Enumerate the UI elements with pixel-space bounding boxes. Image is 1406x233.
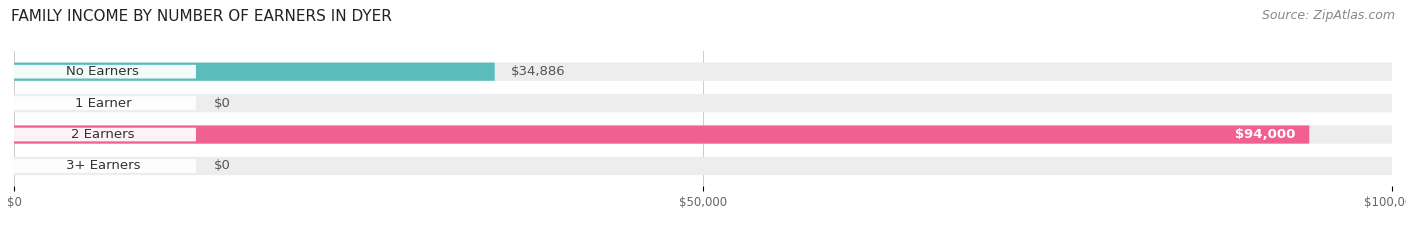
FancyBboxPatch shape (14, 157, 1392, 175)
Text: 3+ Earners: 3+ Earners (66, 159, 141, 172)
Text: No Earners: No Earners (66, 65, 139, 78)
Text: Source: ZipAtlas.com: Source: ZipAtlas.com (1261, 9, 1395, 22)
Text: 1 Earner: 1 Earner (75, 97, 131, 110)
FancyBboxPatch shape (14, 63, 495, 81)
FancyBboxPatch shape (10, 65, 195, 79)
Text: $0: $0 (214, 159, 231, 172)
Text: $94,000: $94,000 (1234, 128, 1295, 141)
Text: $34,886: $34,886 (512, 65, 565, 78)
FancyBboxPatch shape (14, 94, 1392, 112)
FancyBboxPatch shape (14, 63, 1392, 81)
Text: FAMILY INCOME BY NUMBER OF EARNERS IN DYER: FAMILY INCOME BY NUMBER OF EARNERS IN DY… (11, 9, 392, 24)
Text: $0: $0 (214, 97, 231, 110)
FancyBboxPatch shape (10, 128, 195, 141)
FancyBboxPatch shape (14, 125, 1309, 144)
Text: 2 Earners: 2 Earners (72, 128, 135, 141)
FancyBboxPatch shape (10, 159, 195, 173)
FancyBboxPatch shape (10, 96, 195, 110)
FancyBboxPatch shape (14, 125, 1392, 144)
